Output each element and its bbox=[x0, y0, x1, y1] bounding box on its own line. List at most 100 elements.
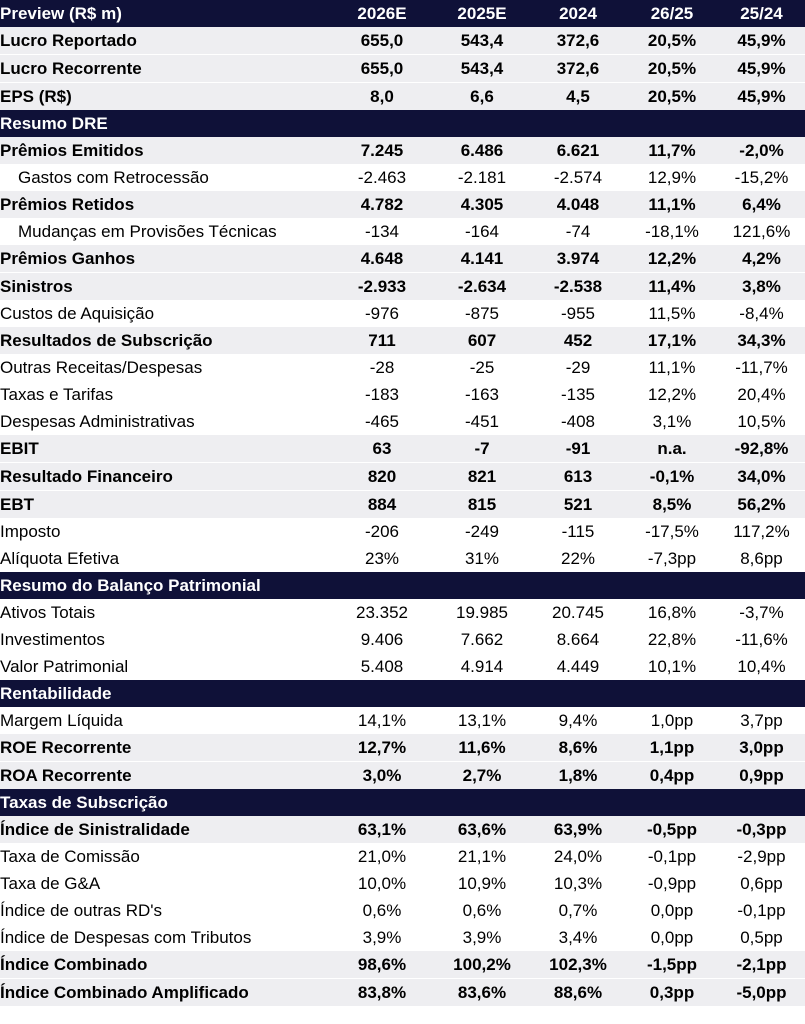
row-label: EBIT bbox=[0, 435, 330, 463]
row-value: 98,6% bbox=[330, 951, 434, 979]
table-row: EPS (R$) 8,0 6,6 4,5 20,5% 45,9% bbox=[0, 82, 805, 110]
row-value: -2,9pp bbox=[737, 847, 786, 866]
header-26-25: 26/25 bbox=[626, 0, 718, 27]
row-label: EPS (R$) bbox=[0, 82, 330, 110]
row-value: 4.305 bbox=[434, 191, 530, 218]
row-value: -15,2% bbox=[734, 168, 789, 187]
row-value: 11,5% bbox=[648, 304, 696, 323]
section-header: Taxas de Subscrição bbox=[0, 789, 805, 816]
row-value: 5.408 bbox=[360, 657, 404, 676]
row-value: 117,2% bbox=[733, 522, 790, 541]
row-label: Alíquota Efetiva bbox=[0, 549, 120, 568]
row-value: -8,4% bbox=[739, 304, 784, 323]
row-value: 820 bbox=[330, 462, 434, 491]
row-value: -11,6% bbox=[735, 630, 788, 649]
row-label: Taxa de Comissão bbox=[0, 847, 140, 866]
section-header: Rentabilidade bbox=[0, 680, 805, 707]
row-value: 607 bbox=[434, 327, 530, 354]
row-value: -0,5pp bbox=[626, 816, 718, 843]
table-row: Sinistros -2.933 -2.634 -2.538 11,4% 3,8% bbox=[0, 272, 805, 300]
row-value: 1,8% bbox=[530, 761, 626, 789]
row-value: -134 bbox=[364, 222, 400, 241]
row-label: Resultados de Subscrição bbox=[0, 327, 330, 354]
table-row: Lucro Recorrente 655,0 543,4 372,6 20,5% 45,9… bbox=[0, 54, 805, 83]
row-value: 20,5% bbox=[626, 82, 718, 110]
row-value: -249 bbox=[464, 522, 500, 541]
row-value: -1,5pp bbox=[626, 951, 718, 979]
row-value: 63 bbox=[330, 435, 434, 463]
row-value: 3,7pp bbox=[740, 711, 783, 730]
row-value: 2,7% bbox=[434, 761, 530, 789]
table-row: Outras Receitas/Despesas -28 -25 -29 11,1% -1… bbox=[0, 354, 805, 381]
row-value: -0,3pp bbox=[718, 816, 805, 843]
row-value: -2.634 bbox=[434, 272, 530, 300]
row-value: -29 bbox=[565, 358, 591, 377]
table-row: Margem Líquida 14,1% 13,1% 9,4% 1,0pp 3,7pp bbox=[0, 707, 805, 734]
section-title: Resumo do Balanço Patrimonial bbox=[0, 572, 805, 599]
row-value: -135 bbox=[560, 385, 596, 404]
row-value: 45,9% bbox=[718, 82, 805, 110]
row-value: 711 bbox=[330, 327, 434, 354]
row-label: Lucro Reportado bbox=[0, 27, 330, 55]
row-value: -2,1pp bbox=[718, 951, 805, 979]
row-label: Taxas e Tarifas bbox=[0, 385, 114, 404]
row-value: -183 bbox=[364, 385, 400, 404]
row-value: 11,1% bbox=[648, 358, 696, 377]
row-label: Custos de Aquisição bbox=[0, 304, 155, 323]
table-row: Resultado Financeiro 820 821 613 -0,1% 34,0% bbox=[0, 462, 805, 491]
row-value: 3,1% bbox=[652, 412, 692, 431]
row-label: ROA Recorrente bbox=[0, 761, 330, 789]
row-value: 10,5% bbox=[737, 412, 786, 431]
header-2026e: 2026E bbox=[330, 0, 434, 27]
row-value: -5,0pp bbox=[718, 978, 805, 1006]
row-label: Prêmios Retidos bbox=[0, 191, 330, 218]
row-value: 10,0% bbox=[357, 874, 407, 893]
row-value: 21,1% bbox=[457, 847, 507, 866]
row-value: 16,8% bbox=[647, 603, 697, 622]
row-value: -2.933 bbox=[330, 272, 434, 300]
row-value: n.a. bbox=[626, 435, 718, 463]
row-value: 521 bbox=[530, 490, 626, 518]
row-value: -17,5% bbox=[645, 522, 699, 541]
row-label: Taxa de G&A bbox=[0, 874, 101, 893]
row-value: 6.486 bbox=[434, 137, 530, 164]
row-value: 14,1% bbox=[357, 711, 407, 730]
row-label: Gastos com Retrocessão bbox=[18, 168, 209, 187]
table-row: Despesas Administrativas -465 -451 -408 3,1%… bbox=[0, 408, 805, 435]
row-value: 13,1% bbox=[457, 711, 507, 730]
row-value: 4.782 bbox=[330, 191, 434, 218]
row-value: -3,7% bbox=[739, 603, 784, 622]
row-value: 100,2% bbox=[434, 951, 530, 979]
row-value: 20,4% bbox=[737, 385, 786, 404]
row-value: -976 bbox=[364, 304, 400, 323]
row-value: 655,0 bbox=[330, 27, 434, 55]
row-value: 45,9% bbox=[718, 54, 805, 83]
row-label: Valor Patrimonial bbox=[0, 657, 129, 676]
row-label: ROE Recorrente bbox=[0, 734, 330, 762]
header-2025e: 2025E bbox=[434, 0, 530, 27]
row-value: 10,1% bbox=[647, 657, 697, 676]
row-value: -164 bbox=[464, 222, 500, 241]
row-label: Índice de Sinistralidade bbox=[0, 816, 330, 843]
row-value: -955 bbox=[560, 304, 596, 323]
row-value: -451 bbox=[464, 412, 500, 431]
row-value: 23.352 bbox=[356, 603, 408, 622]
row-value: 20.745 bbox=[552, 603, 604, 622]
row-value: 4.048 bbox=[530, 191, 626, 218]
table-row: Índice Combinado 98,6% 100,2% 102,3% -1,5pp -… bbox=[0, 951, 805, 979]
row-value: -74 bbox=[565, 222, 591, 241]
row-value: 8,6% bbox=[530, 734, 626, 762]
row-value: 12,7% bbox=[330, 734, 434, 762]
row-value: -408 bbox=[560, 412, 596, 431]
row-value: 56,2% bbox=[718, 490, 805, 518]
row-value: -875 bbox=[464, 304, 500, 323]
table-row: EBIT 63 -7 -91 n.a. -92,8% bbox=[0, 435, 805, 463]
row-value: -206 bbox=[364, 522, 400, 541]
row-value: 6.621 bbox=[530, 137, 626, 164]
row-value: 7.245 bbox=[330, 137, 434, 164]
row-value: 7.662 bbox=[460, 630, 504, 649]
row-value: 20,5% bbox=[626, 27, 718, 55]
row-value: -25 bbox=[469, 358, 495, 377]
row-value: -0,1% bbox=[626, 462, 718, 491]
row-value: 8.664 bbox=[556, 630, 600, 649]
